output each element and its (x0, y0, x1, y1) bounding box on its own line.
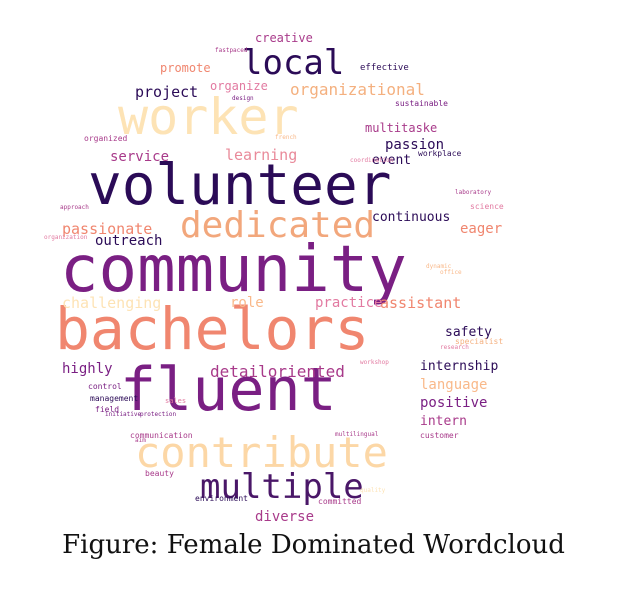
word-approach: approach (60, 204, 89, 211)
word-organize: organize (210, 79, 268, 93)
word-bachelors: bachelors (55, 295, 370, 363)
word-intern: intern (420, 414, 467, 429)
word-control: control (88, 382, 122, 391)
word-multilingual: multilingual (335, 431, 379, 438)
word-protection: protection (140, 411, 177, 418)
word-role: role (230, 295, 264, 311)
word-challenging: challenging (62, 294, 162, 312)
word-laboratory: laboratory (455, 189, 492, 196)
word-initiative: initiative (105, 411, 142, 418)
word-event: event (372, 153, 412, 168)
word-passionate: passionate (62, 220, 153, 238)
word-design: design (232, 95, 254, 102)
word-internship: internship (420, 359, 499, 374)
word-workshop: workshop (360, 359, 389, 366)
word-customer: customer (420, 431, 459, 440)
word-beauty: beauty (145, 469, 174, 478)
word-dynamic: dynamic (426, 263, 452, 270)
word-dedicated: dedicated (180, 205, 376, 246)
word-specialist: specialist (455, 337, 504, 346)
word-organizational: organizational (290, 80, 425, 99)
word-assistant: assistant (380, 294, 462, 312)
word-organized: organized (84, 134, 128, 143)
word-committed: committed (318, 497, 362, 506)
word-community: community (60, 233, 407, 307)
word-outreach: outreach (95, 233, 163, 249)
word-eager: eager (460, 221, 503, 237)
word-effective: effective (360, 63, 409, 73)
word-continuous: continuous (372, 210, 451, 225)
word-safety: safety (445, 325, 492, 340)
word-sales: sales (165, 397, 187, 405)
word-detailoriented: detailoriented (210, 362, 345, 381)
word-office: office (440, 269, 462, 276)
word-diverse: diverse (255, 509, 315, 525)
word-sustainable: sustainable (395, 99, 448, 108)
word-fluent: fluent (120, 355, 337, 425)
word-contribute: contribute (135, 428, 388, 477)
word-promote: promote (160, 61, 211, 75)
word-environment: environment (195, 494, 248, 503)
word-language: language (420, 377, 488, 393)
word-multitaske: multitaske (365, 121, 438, 135)
word-project: project (135, 83, 199, 101)
wordcloud: community volunteer bachelors fluent worker c… (44, 31, 504, 525)
figure-caption: Figure: Female Dominated Wordcloud (62, 530, 565, 560)
word-passion: passion (385, 137, 445, 153)
word-workplace: workplace (418, 149, 462, 158)
word-quality: quality (360, 487, 386, 494)
word-coordination: coordination (350, 157, 394, 164)
word-fastpaced: fastpaced (215, 47, 248, 54)
word-local: local (242, 43, 345, 83)
word-organization: organization (44, 234, 88, 241)
word-highly: highly (62, 361, 113, 377)
word-field: field (95, 405, 120, 414)
word-multiple: multiple (200, 467, 364, 507)
word-service: service (110, 149, 170, 165)
word-science: science (470, 202, 504, 211)
word-french: french (275, 134, 297, 141)
word-volunteer: volunteer (88, 153, 392, 218)
word-creative: creative (255, 31, 313, 45)
word-positive: positive (420, 395, 488, 411)
word-research: research (440, 344, 469, 351)
word-communication: communication (130, 431, 193, 440)
word-practice: practice (315, 295, 383, 311)
word-aim: aim (135, 437, 146, 444)
word-learning: learning (225, 146, 298, 164)
word-worker: worker (118, 88, 299, 146)
word-management: management (90, 394, 139, 403)
